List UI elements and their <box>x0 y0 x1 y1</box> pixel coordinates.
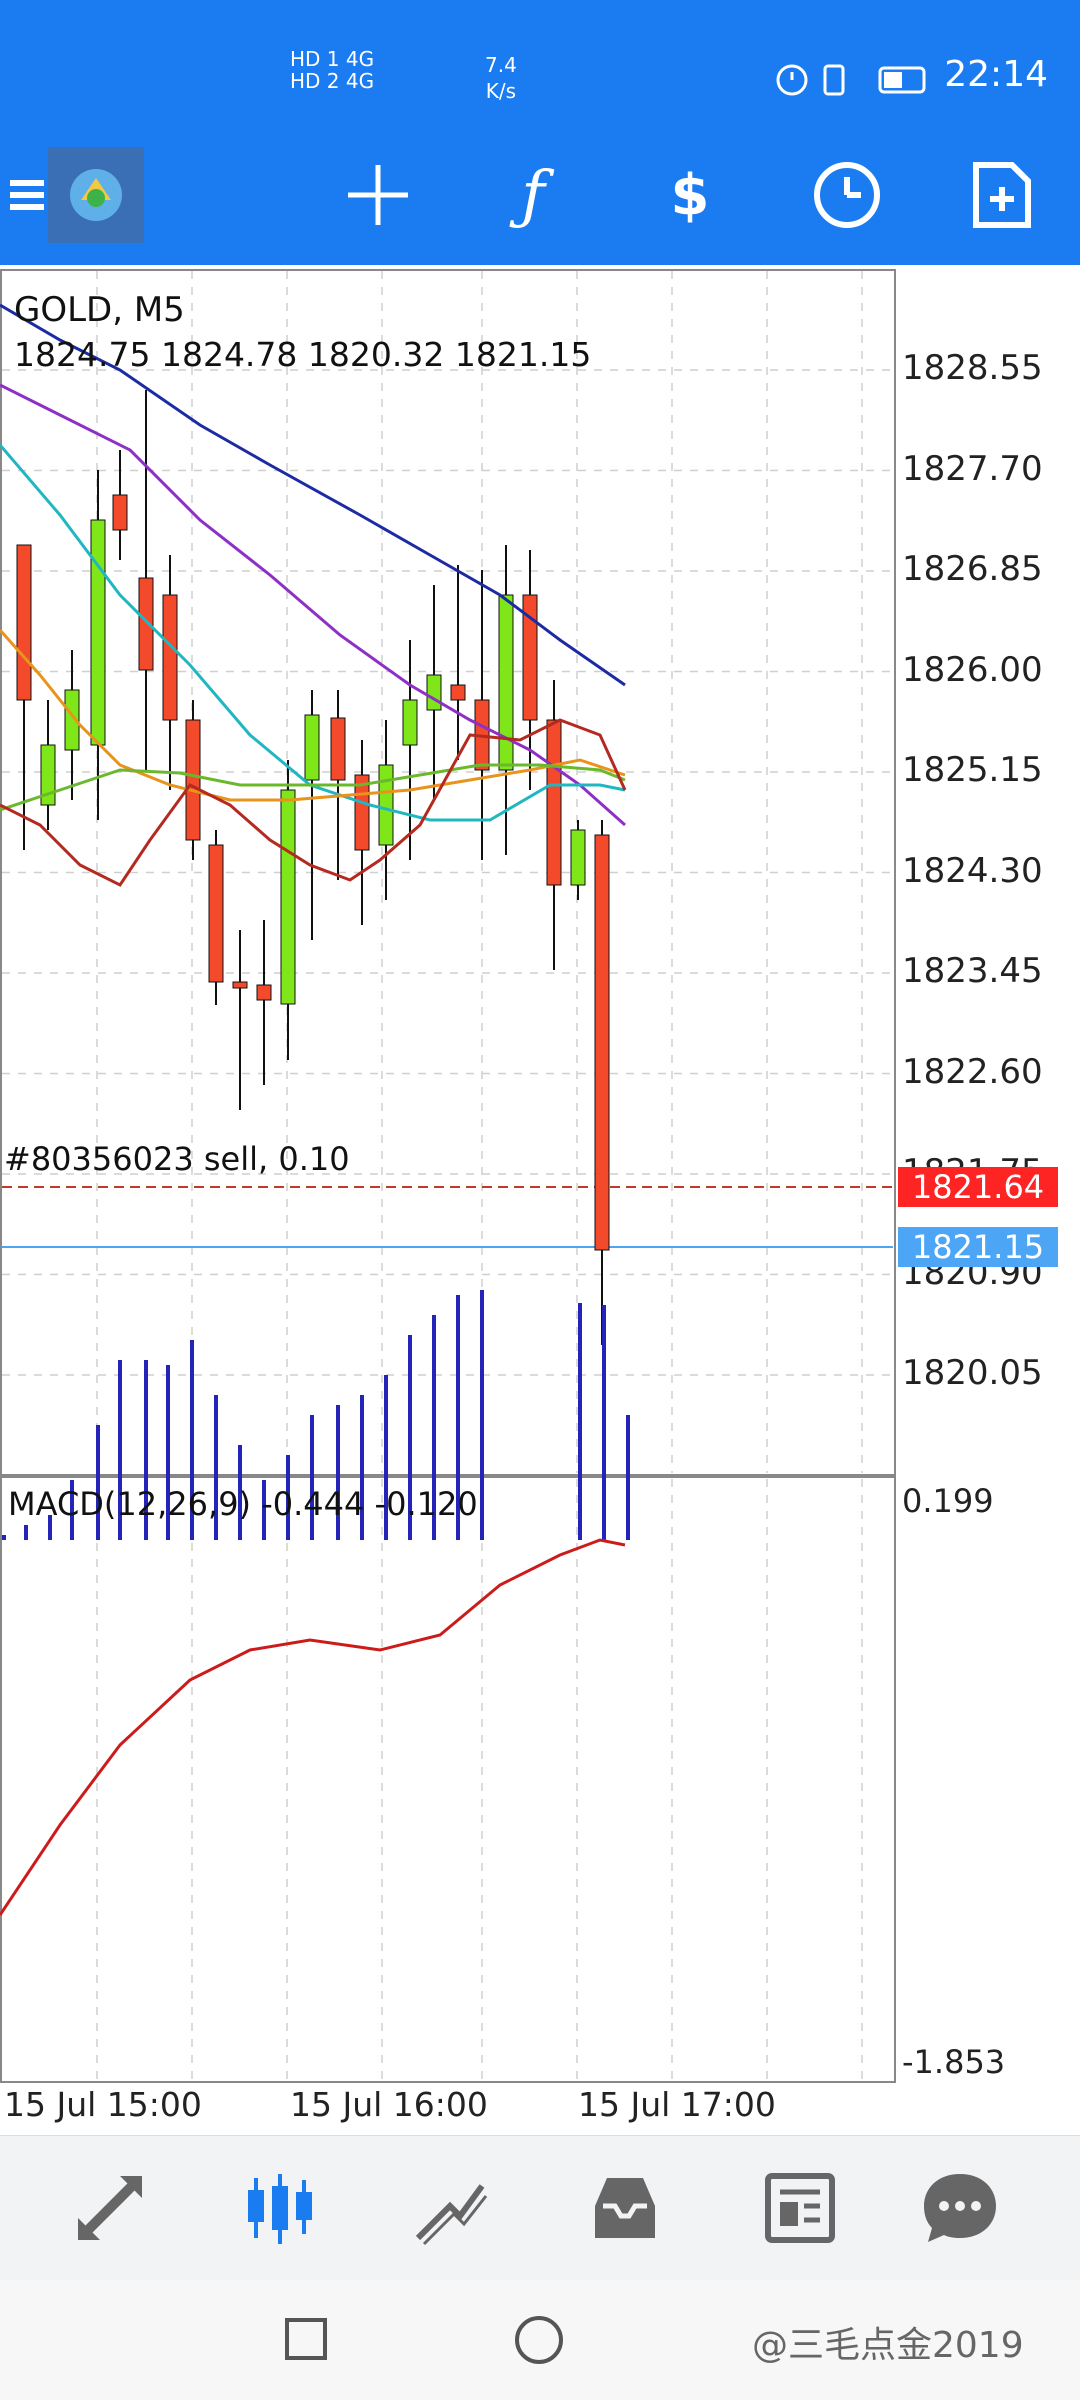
trade-label[interactable]: #80356023 sell, 0.10 <box>4 1140 350 1178</box>
menu-icon[interactable] <box>0 150 72 240</box>
news-icon[interactable] <box>750 2158 850 2258</box>
candle-body <box>426 674 442 711</box>
symbol-title: GOLD, M5 <box>14 290 185 330</box>
candle-body <box>40 744 56 806</box>
moving-average-line <box>0 718 627 887</box>
price-axis-label: 1820.05 <box>902 1353 1043 1393</box>
network-speed: 7.4 K/s <box>485 52 517 104</box>
recents-button[interactable] <box>285 2318 327 2360</box>
candle-body <box>498 594 514 771</box>
price-axis-label: 1827.70 <box>902 448 1043 489</box>
candle-body <box>522 594 538 721</box>
price-chart[interactable] <box>0 265 1080 2135</box>
candle-body <box>594 834 610 1251</box>
order-price-tag: 1821.64 <box>898 1167 1058 1207</box>
price-axis-label: 1826.85 <box>902 549 1043 589</box>
candle-body <box>112 494 128 531</box>
candle-body <box>402 699 418 746</box>
candle-body <box>378 764 394 846</box>
trade-icon[interactable] <box>400 2158 500 2258</box>
signal-sim1: HD 1 4G <box>290 47 375 71</box>
speed-unit: K/s <box>485 79 517 103</box>
chart-icon[interactable] <box>230 2158 330 2258</box>
candle-body <box>64 689 80 751</box>
macd-signal-line <box>0 1538 626 1916</box>
messages-icon[interactable] <box>910 2158 1010 2258</box>
moving-average-line <box>0 303 626 687</box>
app-logo-icon[interactable] <box>48 147 144 243</box>
candle-body <box>280 789 296 1005</box>
price-axis-label: 1828.55 <box>902 348 1043 388</box>
status-signals: HD 1 4G HD 2 4G <box>290 48 374 92</box>
candle-body <box>570 829 586 886</box>
quotes-icon[interactable] <box>60 2158 160 2258</box>
price-axis-label: 1824.30 <box>902 850 1043 891</box>
time-label-1700: 15 Jul 17:00 <box>578 2085 776 2124</box>
time-label-1500: 15 Jul 15:00 <box>4 2085 202 2124</box>
macd-label: MACD(12,26,9) -0.444 -0.120 <box>8 1485 478 1523</box>
candle-body <box>256 984 272 1001</box>
price-axis-label: 1825.15 <box>902 750 1043 790</box>
new-document-icon[interactable] <box>957 150 1047 240</box>
alarm-battery-icon <box>776 64 926 96</box>
price-axis-label: 1823.45 <box>902 951 1043 991</box>
function-icon[interactable]: ƒ <box>521 158 545 232</box>
moving-average-line <box>0 383 626 827</box>
bottom-navigation <box>0 2135 1080 2281</box>
chart-area[interactable]: GOLD, M5 1824.75 1824.78 1820.32 1821.15… <box>0 265 1080 2135</box>
candle-body <box>138 577 154 671</box>
candle-body <box>16 544 32 701</box>
moving-average-line <box>0 629 626 802</box>
ohlc-readout: 1824.75 1824.78 1820.32 1821.15 <box>14 335 592 374</box>
price-axis-label: 1822.60 <box>902 1051 1043 1092</box>
candle-body <box>185 719 201 841</box>
candle-body <box>232 981 248 989</box>
watermark: @三毛点金2019 <box>752 2325 1024 2366</box>
moving-average-line <box>0 763 626 812</box>
history-icon[interactable] <box>575 2158 675 2258</box>
candle-body <box>546 719 562 886</box>
home-button[interactable] <box>515 2316 563 2364</box>
system-navigation: @三毛点金2019 <box>0 2280 1080 2400</box>
candle-body <box>330 717 346 781</box>
status-icons <box>770 58 930 106</box>
candle-body <box>450 684 466 701</box>
macd-axis-bottom: -1.853 <box>902 2043 1006 2081</box>
bid-price-tag: 1821.15 <box>898 1227 1058 1267</box>
candle-body <box>90 519 106 746</box>
signal-sim2: HD 2 4G <box>290 69 375 93</box>
price-axis-label: 1826.00 <box>902 649 1043 690</box>
clock: 22:14 <box>944 54 1048 95</box>
top-app-bar: HD 1 4G HD 2 4G 7.4 K/s 22:14 ƒ $ <box>0 0 1080 265</box>
candle-body <box>304 714 320 781</box>
time-label-1600: 15 Jul 16:00 <box>290 2085 488 2124</box>
speed-value: 7.4 <box>485 53 517 77</box>
candle-body <box>208 844 224 983</box>
macd-axis-top: 0.199 <box>902 1482 994 1520</box>
candle-body <box>162 594 178 721</box>
timeframe-icon[interactable] <box>802 150 892 240</box>
symbols-icon[interactable]: $ <box>670 162 710 228</box>
crosshair-icon[interactable] <box>333 150 423 240</box>
